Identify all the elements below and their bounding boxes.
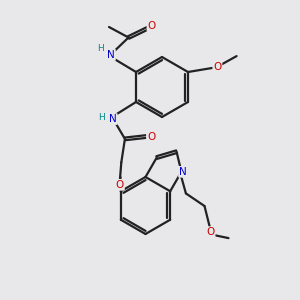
Text: O: O xyxy=(148,21,156,31)
Text: N: N xyxy=(109,114,117,124)
Text: O: O xyxy=(116,180,124,190)
Text: N: N xyxy=(179,167,187,177)
Text: O: O xyxy=(213,61,221,72)
Text: N: N xyxy=(107,50,115,60)
Text: H: H xyxy=(98,112,105,122)
Text: O: O xyxy=(147,131,155,142)
Text: O: O xyxy=(206,227,214,237)
Text: H: H xyxy=(98,44,104,53)
